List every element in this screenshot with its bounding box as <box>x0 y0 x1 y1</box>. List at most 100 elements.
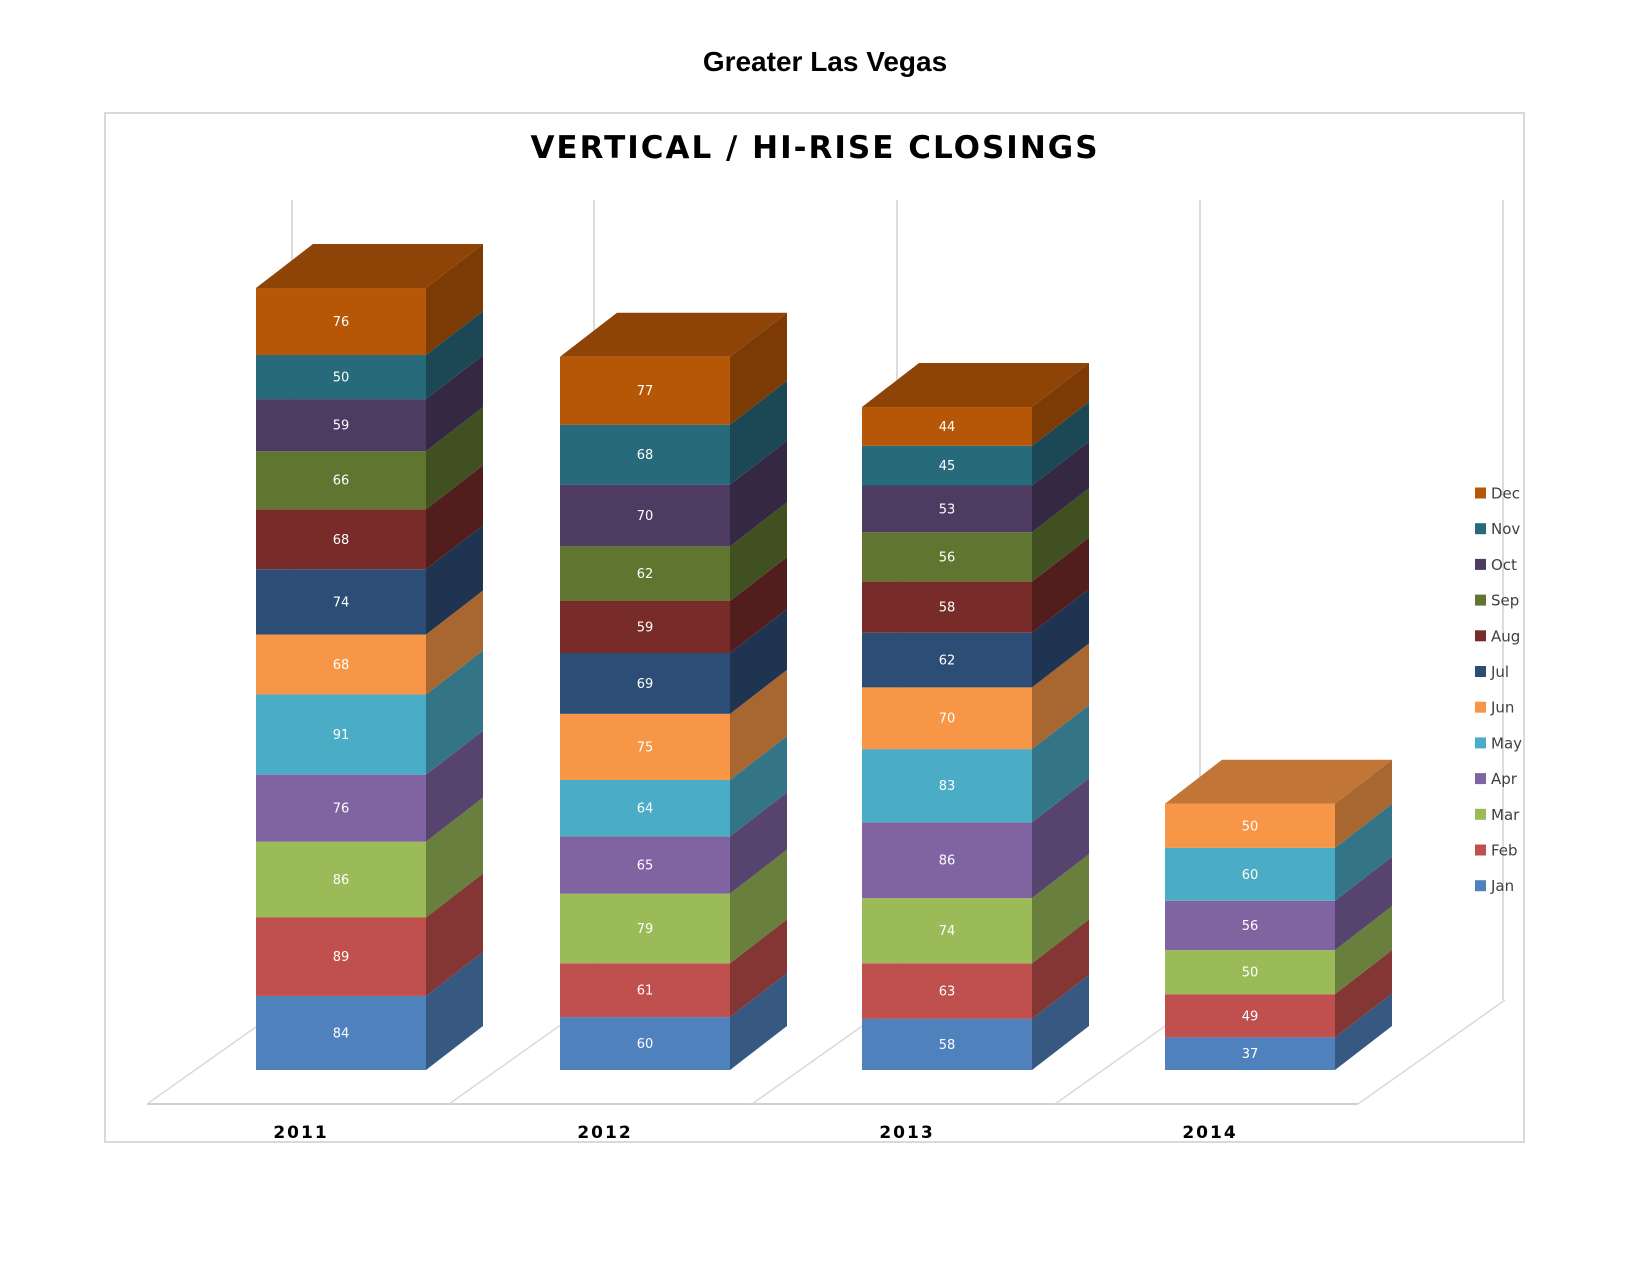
legend-swatch <box>1475 630 1486 642</box>
legend-label: Nov <box>1491 520 1520 538</box>
bar-segment-jul <box>256 569 426 635</box>
data-label: 37 <box>1242 1047 1259 1062</box>
data-label: 58 <box>939 601 956 616</box>
bar-segment-nov <box>862 445 1032 486</box>
bar-segment-jun <box>560 713 730 780</box>
legend-swatch <box>1475 523 1486 535</box>
data-label: 68 <box>637 448 654 463</box>
bar-segment-may <box>862 749 1032 823</box>
data-label: 44 <box>939 420 956 435</box>
data-label: 45 <box>939 459 956 474</box>
bar-side-nov <box>730 380 787 485</box>
bar-segment-dec <box>256 288 426 356</box>
bar-segment-mar <box>560 893 730 964</box>
x-tick-label: 2011 <box>273 1123 328 1143</box>
data-label: 61 <box>637 984 654 999</box>
legend-swatch <box>1475 808 1486 820</box>
bar-segment-aug <box>256 509 426 570</box>
bar-side-dec <box>1032 363 1089 446</box>
bar-segment-jan <box>1165 1037 1335 1070</box>
bar-segment-oct <box>256 399 426 452</box>
bar-side-nov <box>1032 401 1089 486</box>
legend-swatch <box>1475 487 1486 499</box>
data-label: 70 <box>637 509 654 524</box>
labels: 84 89 86 76 91 68 74 68 66 59 50 76 2011 60 61 79 65 64 75… <box>273 315 1258 1143</box>
bar-segment-apr <box>256 774 426 842</box>
bar-side-sep <box>426 407 483 510</box>
data-label: 58 <box>939 1038 956 1053</box>
bar-segment-jan <box>560 1017 730 1070</box>
bar-segment-dec <box>560 356 730 425</box>
legend: Dec Nov Oct Sep Aug Jul Jun May Apr Mar Feb Jan <box>1475 485 1522 895</box>
data-label: 76 <box>333 315 350 330</box>
legend-item-may: May <box>1475 734 1522 752</box>
bar-side-jan <box>426 951 483 1070</box>
bar-segment-may <box>560 779 730 837</box>
data-label: 83 <box>939 779 956 794</box>
data-label: 59 <box>637 620 654 635</box>
bar-side-aug <box>426 465 483 570</box>
data-label: 91 <box>333 728 350 743</box>
data-label: 50 <box>333 371 350 386</box>
x-tick-label: 2014 <box>1182 1123 1237 1143</box>
bar-side-aug <box>1032 537 1089 633</box>
bar-side-nov <box>426 311 483 400</box>
bar-stack-2013 <box>862 363 1089 1070</box>
data-label: 50 <box>1242 966 1259 981</box>
bar-stack-2011 <box>256 244 483 1070</box>
bar-side-mar <box>1335 906 1392 995</box>
bar-segment-oct <box>862 485 1032 533</box>
x-tick-label: 2013 <box>879 1123 934 1143</box>
legend-swatch <box>1475 701 1486 713</box>
legend-swatch <box>1475 737 1486 749</box>
legend-label: Jan <box>1490 877 1514 895</box>
bar-segment-jun <box>256 634 426 695</box>
bar-side-dec <box>426 244 483 356</box>
bar-side-jun <box>1032 643 1089 750</box>
floor <box>146 999 1506 1105</box>
bar-side-jun <box>730 669 787 780</box>
legend-item-aug: Aug <box>1475 627 1520 645</box>
bar-side-apr <box>426 730 483 842</box>
legend-swatch <box>1475 773 1486 785</box>
bar-top <box>862 363 1089 408</box>
bar-side-apr <box>1335 856 1392 951</box>
floor-divider <box>1357 999 1506 1105</box>
bar-segment-mar <box>862 898 1032 964</box>
bars <box>256 244 1392 1070</box>
data-label: 89 <box>333 950 350 965</box>
bar-stack-2014 <box>1165 759 1392 1070</box>
bar-segment-aug <box>560 600 730 654</box>
data-label: 65 <box>637 859 654 874</box>
data-label: 70 <box>939 712 956 727</box>
data-label: 53 <box>939 502 956 517</box>
legend-swatch <box>1475 880 1486 892</box>
bar-segment-dec <box>862 407 1032 446</box>
bar-segment-apr <box>560 836 730 894</box>
bar-segment-feb <box>560 963 730 1018</box>
bar-side-mar <box>426 797 483 918</box>
data-label: 62 <box>637 567 654 582</box>
bar-side-jul <box>1032 588 1089 688</box>
legend-item-dec: Dec <box>1475 485 1520 503</box>
bar-side-aug <box>730 556 787 654</box>
bar-side-dec <box>730 312 787 425</box>
legend-item-nov: Nov <box>1475 520 1520 538</box>
data-label: 62 <box>939 654 956 669</box>
bar-segment-jul <box>560 653 730 714</box>
bar-side-jul <box>426 525 483 635</box>
legend-label: May <box>1491 734 1522 752</box>
legend-item-mar: Mar <box>1475 806 1520 824</box>
legend-item-jan: Jan <box>1475 877 1514 895</box>
data-label: 56 <box>1242 919 1259 934</box>
legend-label: Mar <box>1491 806 1520 824</box>
data-label: 50 <box>1242 819 1259 834</box>
data-label: 77 <box>637 384 654 399</box>
bar-segment-may <box>256 694 426 775</box>
bar-side-jan <box>730 973 787 1070</box>
data-label: 68 <box>333 533 350 548</box>
bar-side-may <box>426 650 483 775</box>
bar-side-may <box>730 735 787 837</box>
bar-segment-jan <box>256 995 426 1070</box>
